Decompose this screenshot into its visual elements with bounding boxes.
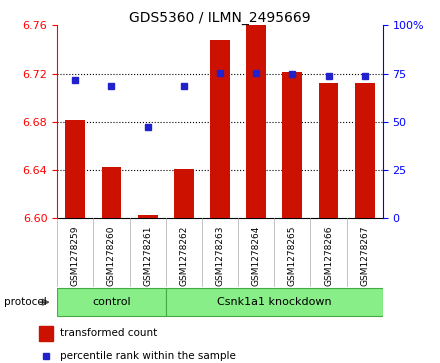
Bar	[174, 168, 194, 218]
Bar	[355, 83, 375, 218]
Bar	[166, 288, 383, 316]
Text: protocol: protocol	[4, 297, 47, 307]
Text: transformed count: transformed count	[59, 328, 157, 338]
Bar	[102, 167, 121, 218]
Text: percentile rank within the sample: percentile rank within the sample	[59, 351, 235, 361]
Bar	[282, 72, 302, 218]
Bar	[57, 288, 166, 316]
Bar	[210, 40, 230, 218]
Text: control: control	[92, 297, 131, 307]
Bar	[319, 83, 338, 218]
Bar	[246, 23, 266, 218]
Text: Csnk1a1 knockdown: Csnk1a1 knockdown	[217, 297, 332, 307]
Text: GDS5360 / ILMN_2495669: GDS5360 / ILMN_2495669	[129, 11, 311, 25]
Bar	[138, 215, 158, 218]
Bar	[39, 326, 53, 341]
Bar	[66, 121, 85, 218]
